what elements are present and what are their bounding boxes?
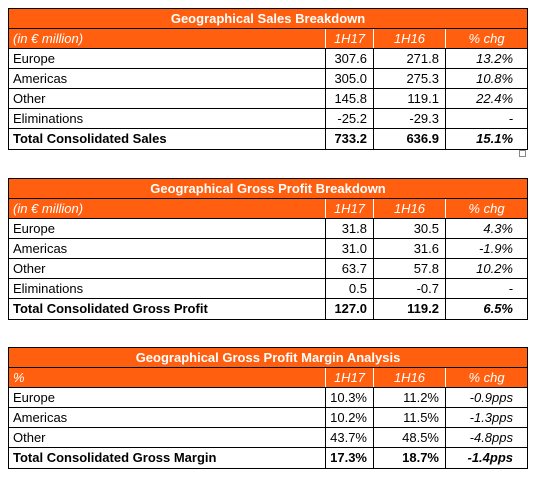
cell: 275.3 [373, 68, 446, 89]
cell: Eliminations [8, 278, 326, 299]
cell: -1.4pps [444, 447, 529, 469]
cell: -4.8pps [444, 427, 529, 448]
data-table: Geographical Gross Profit Breakdown (in €… [8, 178, 528, 320]
data-table: Geographical Sales Breakdown (in € millio… [7, 8, 529, 150]
data-table: Geographical Gross Profit Margin Analysi… [7, 347, 529, 469]
header-row: (in € million) 1H17 1H16% chg [8, 28, 529, 49]
cell: 10.2% [445, 258, 528, 279]
cell: -0.9pps [444, 387, 529, 408]
cell: 43.7% [325, 427, 374, 448]
cell: Total Consolidated Gross Margin [8, 447, 326, 469]
cell: % [8, 367, 326, 388]
cell: 307.6 [325, 48, 374, 69]
cell: 11.5% [373, 407, 446, 428]
cell: 119.1 [373, 88, 446, 109]
cell: -25.2 [325, 108, 374, 129]
cell: 1H17 [325, 28, 374, 49]
cell: 127.0 [325, 298, 374, 320]
resize-handle [519, 150, 526, 157]
total-row: Total Consolidated Gross Margin 17.3% 18.7… [8, 447, 529, 469]
cell: 11.2% [373, 387, 446, 408]
cell: % chg [444, 28, 529, 49]
cell: 145.8 [325, 88, 374, 109]
title-row: Geographical Gross Profit Margin Analysi… [7, 347, 529, 368]
data-row: Europe 31.8 30.5 4.3% [8, 218, 528, 239]
cell: 13.2% [444, 48, 529, 69]
cell: 31.0 [325, 238, 374, 259]
data-row: Other 43.7% 48.5% -4.8pps [8, 427, 529, 448]
cell: 10.3% [325, 387, 374, 408]
cell: 733.2 [325, 128, 374, 150]
cell: (in € million) [8, 198, 326, 219]
cell: - [445, 278, 528, 299]
cell: Total Consolidated Gross Profit [8, 298, 326, 320]
cell: 1H17 [325, 198, 374, 219]
cell: 1H17 [325, 367, 374, 388]
cell: % chg [444, 367, 529, 388]
data-row: Eliminations 0.5 -0.7- [8, 278, 528, 299]
cell: 30.5 [373, 218, 446, 239]
cell: Other [8, 427, 326, 448]
data-row: Other 145.8 119.1 22.4% [8, 88, 529, 109]
table-title: Geographical Sales Breakdown [7, 8, 529, 29]
cell: % chg [445, 198, 528, 219]
cell: Eliminations [8, 108, 326, 129]
cell: 10.2% [325, 407, 374, 428]
total-row: Total Consolidated Sales 733.2 636.9 15.1% [8, 128, 529, 150]
cell: 15.1% [444, 128, 529, 150]
cell: 1H16 [373, 367, 446, 388]
data-row: Americas 305.0 275.3 10.8% [8, 68, 529, 89]
cell: Americas [8, 407, 326, 428]
cell: Americas [8, 238, 326, 259]
cell: -1.3pps [444, 407, 529, 428]
table-title: Geographical Gross Profit Margin Analysi… [7, 347, 529, 368]
cell: (in € million) [8, 28, 326, 49]
cell: 4.3% [445, 218, 528, 239]
cell: 17.3% [325, 447, 374, 469]
cell: Europe [8, 387, 326, 408]
cell: 48.5% [373, 427, 446, 448]
data-row: Europe 10.3% 11.2% -0.9pps [8, 387, 529, 408]
cell: - [444, 108, 529, 129]
data-row: Europe 307.6 271.8 13.2% [8, 48, 529, 69]
cell: 18.7% [373, 447, 446, 469]
cell: 1H16 [373, 198, 446, 219]
header-row: (in € million) 1H17 1H16% chg [8, 198, 528, 219]
cell: 10.8% [444, 68, 529, 89]
cell: 271.8 [373, 48, 446, 69]
data-row: Americas 31.0 31.6 -1.9% [8, 238, 528, 259]
cell: -29.3 [373, 108, 446, 129]
title-row: Geographical Gross Profit Breakdown [8, 178, 528, 199]
table-title: Geographical Gross Profit Breakdown [8, 178, 528, 199]
cell: 31.6 [373, 238, 446, 259]
total-row: Total Consolidated Gross Profit 127.0 119.… [8, 298, 528, 320]
cell: 6.5% [445, 298, 528, 320]
cell: Other [8, 258, 326, 279]
cell: -0.7 [373, 278, 446, 299]
title-row: Geographical Sales Breakdown [7, 8, 529, 29]
cell: 119.2 [373, 298, 446, 320]
cell: -1.9% [445, 238, 528, 259]
cell: Americas [8, 68, 326, 89]
header-row: % 1H17 1H16% chg [8, 367, 529, 388]
cell: Total Consolidated Sales [8, 128, 326, 150]
cell: 22.4% [444, 88, 529, 109]
cell: 0.5 [325, 278, 374, 299]
data-row: Americas 10.2% 11.5% -1.3pps [8, 407, 529, 428]
cell: 636.9 [373, 128, 446, 150]
cell: 63.7 [325, 258, 374, 279]
cell: Europe [8, 48, 326, 69]
cell: 31.8 [325, 218, 374, 239]
cell: 305.0 [325, 68, 374, 89]
cell: 1H16 [373, 28, 446, 49]
cell: Other [8, 88, 326, 109]
cell: Europe [8, 218, 326, 239]
data-row: Eliminations -25.2 -29.3- [8, 108, 529, 129]
cell: 57.8 [373, 258, 446, 279]
data-row: Other 63.7 57.8 10.2% [8, 258, 528, 279]
